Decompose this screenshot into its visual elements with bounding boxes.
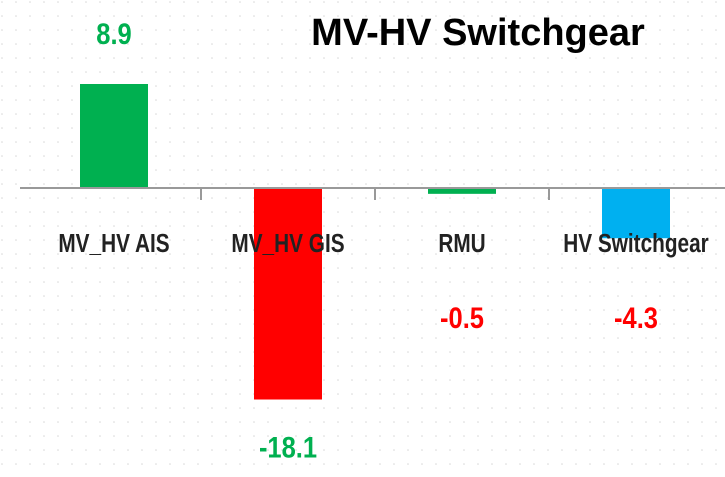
bar xyxy=(254,188,322,400)
value-label: -18.1 xyxy=(259,430,317,463)
chart-title: MV-HV Switchgear xyxy=(311,12,645,54)
x-tick-label: MV_HV GIS xyxy=(231,229,344,258)
value-label: 8.9 xyxy=(96,17,131,50)
bar xyxy=(428,188,496,194)
value-label: -4.3 xyxy=(614,301,658,334)
bar xyxy=(602,188,670,239)
x-tick-label: HV Switchgear xyxy=(563,229,709,258)
x-tick-label: RMU xyxy=(438,229,485,258)
value-label: -0.5 xyxy=(440,301,484,334)
bar xyxy=(80,84,148,188)
x-tick-label: MV_HV AIS xyxy=(58,229,169,258)
